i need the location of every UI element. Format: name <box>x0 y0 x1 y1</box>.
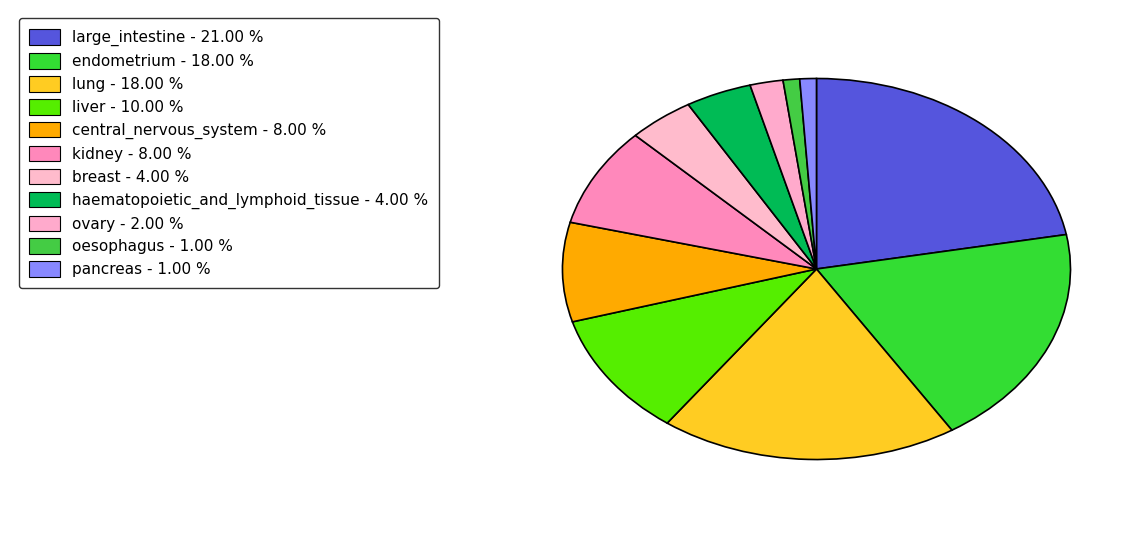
Wedge shape <box>570 136 816 269</box>
Wedge shape <box>750 80 816 269</box>
Legend: large_intestine - 21.00 %, endometrium - 18.00 %, lung - 18.00 %, liver - 10.00 : large_intestine - 21.00 %, endometrium -… <box>18 18 439 288</box>
Wedge shape <box>667 269 951 459</box>
Wedge shape <box>562 222 816 322</box>
Wedge shape <box>816 79 1066 269</box>
Wedge shape <box>782 79 816 269</box>
Wedge shape <box>573 269 816 423</box>
Wedge shape <box>688 85 816 269</box>
Wedge shape <box>816 235 1070 430</box>
Wedge shape <box>635 104 816 269</box>
Wedge shape <box>799 79 816 269</box>
